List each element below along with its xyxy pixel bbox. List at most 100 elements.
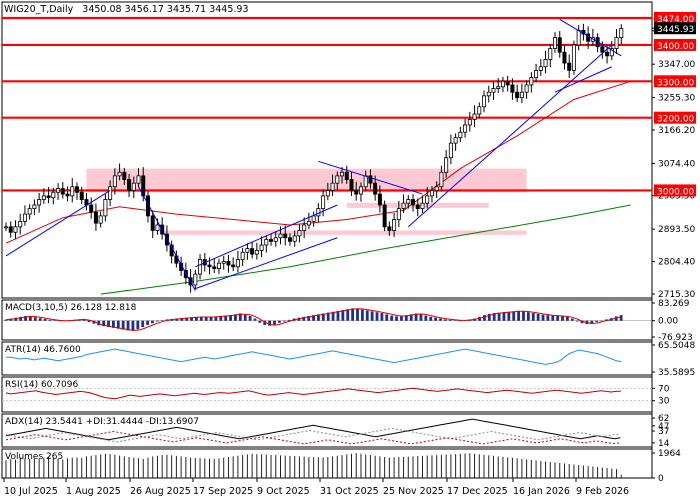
candle-body [401, 202, 406, 210]
candle-body [486, 91, 491, 97]
candle-body [103, 199, 108, 217]
macd-bar [541, 314, 545, 321]
candle-body [46, 195, 51, 199]
macd-bar [14, 317, 18, 321]
macd-bar [365, 310, 369, 321]
trendline [554, 66, 613, 93]
price-tick-label: 2804.40 [658, 258, 695, 268]
candle-body [37, 199, 42, 206]
macd-bar [190, 317, 193, 321]
candle-body [273, 237, 278, 242]
candle-body [155, 224, 160, 231]
candle-body [349, 179, 354, 191]
candle-body [122, 171, 127, 180]
candle-body [74, 186, 79, 193]
candle-body [93, 211, 98, 224]
macd-bar [175, 318, 179, 321]
candle-body [297, 230, 302, 237]
ohlc-readout: 3450.08 3456.17 3435.71 3445.93 [82, 4, 248, 15]
candle-body [56, 188, 61, 193]
candle-body [576, 29, 581, 46]
candle-body [491, 88, 496, 93]
macd-bar [180, 318, 184, 321]
indicator-tick-label: 14 [658, 439, 670, 449]
candle-body [363, 175, 368, 188]
macd-bar [336, 310, 340, 321]
macd-bar [561, 316, 564, 321]
macd-bar [126, 320, 130, 331]
price-tick-label: 2985.50 [658, 192, 695, 202]
macd-bar [590, 320, 594, 324]
indicator-tick-label: 35.5895 [658, 368, 695, 378]
candle-body [70, 186, 75, 197]
macd-bar [580, 320, 584, 324]
candle-body [264, 239, 269, 246]
candle-body [231, 264, 236, 268]
macd-bar [48, 319, 52, 321]
level-label-box [654, 111, 696, 124]
candle-body [543, 59, 548, 68]
candle-body [131, 182, 136, 191]
time-tick-label: 10 Jul 2025 [4, 486, 58, 497]
level-label-box [654, 75, 696, 88]
level-label: 3474.00 [657, 15, 694, 25]
level-label-box [654, 12, 696, 24]
candle-body [335, 175, 340, 184]
macd-bar [38, 318, 42, 321]
candle-body [41, 195, 46, 200]
macd-bar [356, 308, 359, 321]
macd-bar [360, 309, 364, 321]
candle-body [463, 124, 468, 133]
time-tick-label: 26 Aug 2025 [130, 486, 191, 497]
candle-body [382, 204, 387, 228]
candle-body [505, 80, 510, 86]
candle-body [557, 37, 562, 53]
macd-bar [526, 312, 530, 321]
macd-bar [390, 315, 394, 321]
candle-body [467, 119, 472, 126]
macd-bar [483, 315, 486, 321]
candle-body [387, 226, 392, 231]
macd-bar [234, 314, 237, 321]
macd-bar [512, 311, 516, 321]
candle-body [112, 175, 117, 188]
candle-body [482, 95, 487, 108]
candle-body [311, 215, 316, 222]
candle-body [538, 66, 543, 71]
macd-bar [92, 320, 96, 324]
macd-bar [116, 320, 120, 329]
candle-body [127, 179, 132, 191]
macd-bar [546, 315, 550, 321]
macd-bar [102, 320, 106, 327]
macd-bar [370, 311, 374, 321]
candle-body [325, 190, 330, 197]
candle-body [571, 44, 576, 71]
macd-bar [209, 316, 213, 321]
macd-bar [346, 309, 350, 321]
macd-bar [522, 311, 525, 321]
symbol-label: WIG20_T,Daily [4, 4, 74, 15]
last-price-box [654, 22, 696, 35]
candle-body [4, 226, 9, 229]
macd-bar [502, 312, 506, 321]
trendline [195, 204, 338, 268]
level-label-box [654, 184, 696, 197]
candle-body [259, 244, 264, 251]
candle-body [283, 233, 288, 239]
time-tick-label: 25 Nov 2025 [383, 486, 444, 497]
adx-label: ADX(14) 23.5441 +DI:31.4444 -DI:13.6907 [5, 417, 199, 427]
indicator-tick-label: 1964 [658, 449, 681, 459]
level-label: 3000.00 [657, 187, 694, 197]
macd-bar [385, 314, 389, 321]
candle-body [287, 237, 292, 242]
time-tick-label: 31 Oct 2025 [320, 486, 379, 497]
candle-body [534, 69, 539, 79]
macd-bar [243, 314, 247, 321]
candle-body [22, 213, 27, 222]
candle-body [605, 51, 610, 57]
macd-bar [487, 313, 491, 321]
indicator-tick-label: 65.5048 [658, 341, 695, 351]
macd-bar [121, 320, 125, 330]
candle-body [477, 106, 482, 115]
candle-body [321, 195, 326, 210]
